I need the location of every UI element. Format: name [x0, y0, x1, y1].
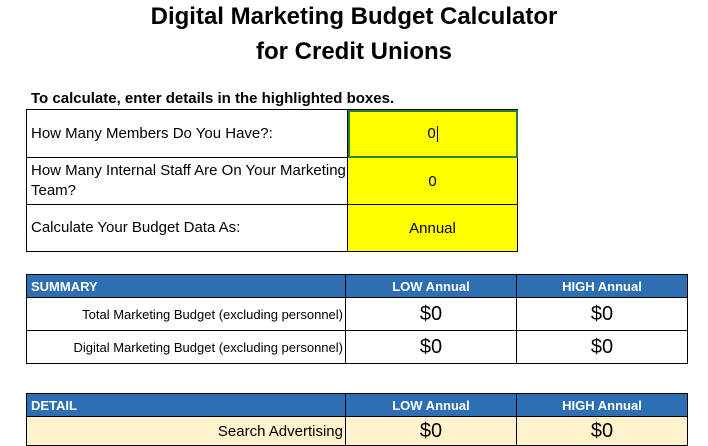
detail-col-low: LOW Annual [345, 393, 517, 417]
detail-header: DETAIL [26, 393, 346, 417]
detail-row-high[interactable]: $0 [516, 416, 688, 446]
summary-table: SUMMARY LOW Annual HIGH Annual Total Mar… [26, 274, 688, 364]
summary-row-label: Digital Marketing Budget (excluding pers… [26, 330, 346, 364]
summary-header-row: SUMMARY LOW Annual HIGH Annual [26, 274, 688, 298]
members-input-value[interactable]: 0 [427, 124, 438, 143]
summary-row-low[interactable]: $0 [345, 330, 517, 364]
detail-row-label: Search Advertising [26, 416, 346, 446]
summary-row-high[interactable]: $0 [516, 297, 688, 331]
input-row-members: How Many Members Do You Have?: 0 [26, 109, 518, 158]
summary-col-high: HIGH Annual [516, 274, 688, 298]
detail-row-low[interactable]: $0 [345, 416, 517, 446]
text-cursor-icon [436, 126, 438, 143]
summary-row-label: Total Marketing Budget (excluding person… [26, 297, 346, 331]
period-label: Calculate Your Budget Data As: [26, 204, 348, 252]
page-title-line1: Digital Marketing Budget Calculator [150, 3, 558, 30]
input-table: How Many Members Do You Have?: 0 How Man… [26, 109, 518, 252]
summary-header: SUMMARY [26, 274, 346, 298]
table-row: Digital Marketing Budget (excluding pers… [26, 330, 688, 364]
summary-col-low: LOW Annual [345, 274, 517, 298]
detail-table: DETAIL LOW Annual HIGH Annual Search Adv… [26, 393, 688, 446]
staff-input-cell[interactable]: 0 [347, 157, 518, 205]
input-row-staff: How Many Internal Staff Are On Your Mark… [26, 157, 518, 205]
page-title-line2: for Credit Unions [256, 38, 452, 65]
table-row: Total Marketing Budget (excluding person… [26, 297, 688, 331]
detail-col-high: HIGH Annual [516, 393, 688, 417]
members-label: How Many Members Do You Have?: [26, 109, 348, 158]
period-select-cell[interactable]: Annual [347, 204, 518, 252]
input-row-period: Calculate Your Budget Data As: Annual [26, 204, 518, 252]
staff-label: How Many Internal Staff Are On Your Mark… [26, 157, 348, 205]
instructions-text: To calculate, enter details in the highl… [31, 90, 395, 107]
members-input-cell[interactable]: 0 [347, 109, 518, 158]
detail-header-row: DETAIL LOW Annual HIGH Annual [26, 393, 688, 417]
summary-row-low[interactable]: $0 [345, 297, 517, 331]
table-row: Search Advertising $0 $0 [26, 416, 688, 446]
summary-row-high[interactable]: $0 [516, 330, 688, 364]
